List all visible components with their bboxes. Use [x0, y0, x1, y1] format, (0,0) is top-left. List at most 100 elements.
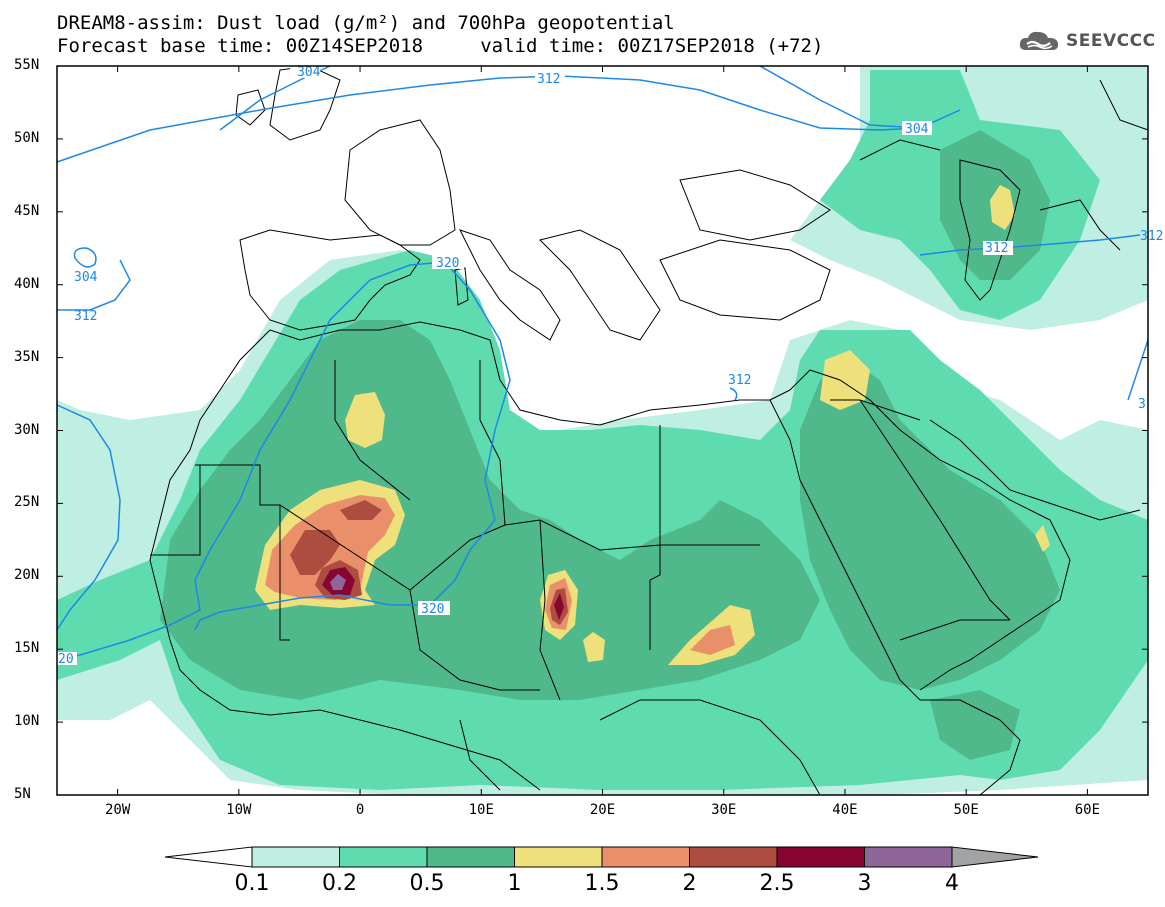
coast-persiangulf: [929, 419, 1141, 521]
x-tick-label: 40E: [832, 802, 858, 818]
dust-band-15-sudan: [690, 625, 735, 655]
colorbar-label: 0.1: [234, 871, 270, 896]
contour-320: [56, 261, 511, 661]
contour-label-6: 320: [436, 256, 459, 271]
border-4: [504, 519, 760, 551]
contour-312-east: [919, 234, 1141, 256]
border-2: [150, 465, 201, 556]
coast-caspian: [959, 159, 1021, 301]
y-tick-label: 45N: [14, 202, 40, 219]
border-16: [859, 139, 941, 161]
map-title-line2: Forecast base time: 00Z14SEP2018 valid t…: [57, 35, 824, 57]
cloud-icon: [1019, 31, 1059, 50]
border-15: [459, 719, 501, 791]
logo-text: SEEVCCC: [1066, 31, 1156, 51]
seevccc-logo: SEEVCCC: [1018, 28, 1156, 54]
y-tick-label: 5N: [14, 786, 31, 802]
x-tick-label: 10E: [468, 802, 494, 818]
contour-320-west: [56, 404, 121, 631]
coast-arabia: [789, 369, 1071, 691]
colorbar-label: 1.5: [584, 871, 620, 896]
colorbar-label: 2.5: [759, 871, 795, 896]
contour-label-10: 312: [1140, 229, 1163, 244]
border-7: [539, 519, 561, 701]
y-tick-label: 10N: [14, 713, 40, 730]
border-14: [599, 699, 821, 796]
contour-304-ring: [73, 247, 97, 268]
contour-304-east: [759, 65, 961, 129]
contour-label-3: 304: [905, 122, 929, 137]
border-8: [334, 360, 411, 501]
y-tick-label: 55N: [14, 57, 40, 73]
x-tick-label: 50E: [953, 802, 979, 818]
colorbar-label: 0.2: [322, 871, 357, 896]
border-5: [649, 425, 661, 650]
border-12: [899, 619, 1010, 641]
colorbar-swatch: [514, 846, 603, 868]
colorbar-swatch: [689, 846, 778, 868]
dust-band-3-core: [330, 574, 346, 590]
y-tick-label: 40N: [14, 275, 40, 292]
y-tick-label: 50N: [14, 129, 40, 146]
colorbar-swatch: [426, 846, 515, 868]
contour-label-12: 3: [1138, 397, 1146, 412]
x-tick-label: 10W: [226, 802, 252, 818]
coast-italy: [459, 229, 561, 341]
dust-band-2-b: [340, 500, 382, 520]
colorbar-label: 3: [857, 871, 872, 896]
x-tick-label: 20W: [104, 802, 131, 818]
dust-band-1-caspian: [990, 185, 1015, 230]
y-tick-label: 30N: [14, 421, 40, 438]
map-title-line1: DREAM8-assim: Dust load (g/m²) and 700hP…: [57, 12, 675, 34]
contour-labels: 304 312 304 304 312 320 320 312 312 312 …: [57, 65, 1163, 667]
contour-label-4: 304: [74, 270, 98, 285]
contour-label-8: 312: [728, 373, 751, 388]
dust-band-1-iraq: [820, 350, 870, 410]
border-17: [1099, 79, 1149, 131]
coast-france: [344, 119, 456, 246]
border-1: [195, 464, 290, 641]
contour-label-9: 312: [985, 241, 1008, 256]
colorbar-low-end: [164, 846, 253, 868]
colorbar-swatch: [339, 846, 428, 868]
contour-312-mid: [729, 387, 738, 401]
contour-label-2: 312: [537, 72, 560, 87]
coast-africa-west: [149, 329, 541, 791]
dust-band-1-oman: [1035, 525, 1050, 552]
y-tick-label: 25N: [14, 494, 40, 511]
contour-312-west: [57, 259, 131, 311]
coast-ireland: [235, 89, 266, 126]
x-tick-label: 60E: [1074, 802, 1101, 818]
dust-band-1-a: [345, 392, 385, 448]
x-tick-label: 30E: [711, 802, 737, 818]
border-9: [479, 360, 506, 526]
border-3: [279, 504, 506, 591]
y-tick-label: 20N: [14, 567, 40, 584]
y-tick-label: 35N: [14, 348, 40, 365]
contour-3-east: [1127, 339, 1149, 401]
border-6: [409, 589, 540, 691]
dust-band-2-west: [290, 530, 340, 575]
colorbar-label: 1: [507, 871, 522, 896]
coast-blacksea: [679, 169, 831, 241]
border-13: [1039, 199, 1121, 251]
x-tick-label: 20E: [589, 802, 616, 818]
border-11: [830, 399, 921, 421]
coast-redsea: [769, 399, 1001, 721]
coast-somalia: [979, 719, 1021, 796]
dust-band-05-arabia: [800, 360, 1060, 690]
colorbar-swatch: [864, 846, 953, 868]
dust-band-25-chad: [554, 593, 564, 620]
coast-iberia: [239, 229, 421, 331]
coast-turkey: [659, 239, 831, 321]
colorbar-label: 2: [682, 871, 697, 896]
colorbar-high-end: [951, 846, 1039, 868]
coast-balkans: [539, 229, 661, 341]
colorbar-label: 4: [945, 871, 959, 896]
contour-label-1: 304: [297, 65, 321, 80]
dust-shading: [57, 66, 1148, 795]
dust-band-1-small: [583, 632, 605, 662]
contour-label-7: 320: [421, 602, 444, 617]
x-tick-label: 0: [355, 802, 365, 818]
